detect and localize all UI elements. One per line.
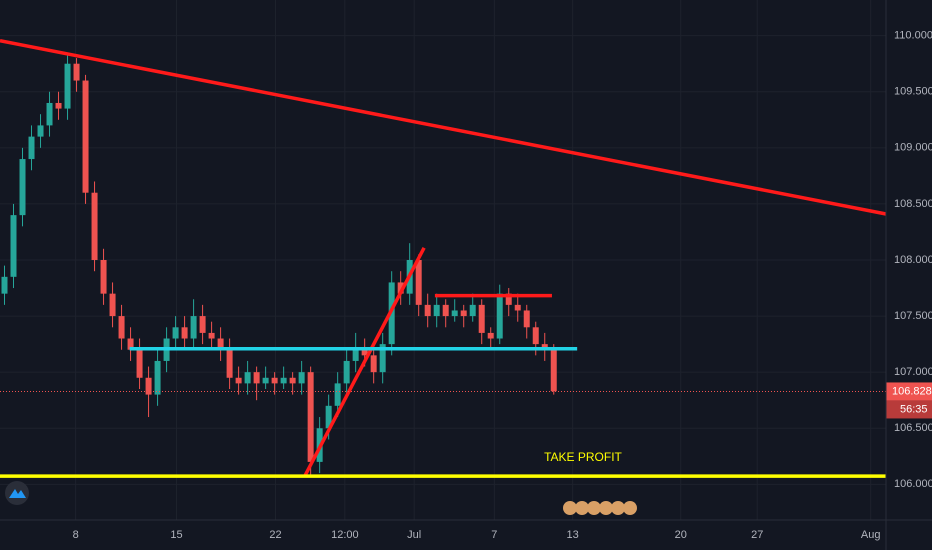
x-tick-label: 13	[567, 529, 579, 541]
logo[interactable]	[5, 481, 29, 505]
candle-body	[523, 310, 530, 328]
event-icon[interactable]	[575, 501, 589, 515]
candle-body	[145, 377, 152, 395]
candle-body	[478, 304, 485, 333]
x-tick-label: 7	[491, 529, 497, 541]
countdown-label: 56:35	[900, 403, 928, 415]
y-tick-label: 106.500	[894, 422, 932, 434]
candle-body	[469, 304, 476, 317]
candle-body	[352, 349, 359, 361]
candle-body	[64, 63, 71, 109]
countdown-box	[886, 400, 932, 419]
candle-body	[505, 293, 512, 305]
candle-body	[19, 159, 26, 216]
candle-body	[307, 372, 314, 462]
trend-line	[303, 246, 426, 476]
y-tick-label: 108.500	[894, 198, 932, 210]
candle-body	[181, 327, 188, 339]
last-price-label: 106.828	[892, 385, 932, 397]
annotation: TAKE PROFIT	[544, 450, 622, 464]
candle-body	[271, 377, 278, 384]
candle-body	[118, 316, 125, 339]
event-icon[interactable]	[563, 501, 577, 515]
candle-body	[46, 102, 53, 126]
candle-body	[541, 344, 548, 350]
x-tick-label: 22	[269, 529, 281, 541]
candle-body	[154, 360, 161, 395]
candle-body	[190, 316, 197, 339]
x-tick-label: 20	[675, 529, 687, 541]
candle-body	[415, 260, 422, 305]
candle-body	[361, 349, 368, 356]
candle-body	[532, 327, 539, 345]
candle-body	[100, 260, 107, 294]
candle-body	[208, 332, 215, 339]
candle-body	[253, 372, 260, 384]
x-tick-label: 12:00	[331, 529, 359, 541]
candle-body	[370, 355, 377, 373]
candle-body	[334, 383, 341, 406]
candle-body	[235, 377, 242, 384]
candle-body	[379, 344, 386, 373]
candle-body	[487, 332, 494, 339]
candle-body	[127, 338, 134, 350]
event-icon[interactable]	[599, 501, 613, 515]
event-icon[interactable]	[611, 501, 625, 515]
candle-body	[172, 327, 179, 339]
candle-body	[550, 349, 557, 392]
candle-body	[442, 304, 449, 317]
candle-body	[10, 215, 17, 277]
candle-body	[325, 405, 332, 429]
candle-body	[73, 63, 80, 81]
candle-body	[37, 125, 44, 137]
x-tick-label: 8	[73, 529, 79, 541]
candle-body	[262, 377, 269, 384]
candle-body	[91, 192, 98, 260]
candle-body	[55, 102, 62, 109]
candle-body	[343, 360, 350, 384]
candle-body	[433, 304, 440, 317]
candle-body	[136, 349, 143, 378]
candle-body	[244, 372, 251, 384]
event-icons[interactable]	[563, 501, 637, 515]
candle-body	[424, 304, 431, 317]
trend-line	[0, 38, 887, 216]
y-tick-label: 107.000	[894, 366, 932, 378]
logo-icon[interactable]	[9, 489, 26, 498]
event-icon[interactable]	[587, 501, 601, 515]
candle-body	[1, 276, 8, 294]
candle-body	[199, 316, 206, 333]
y-tick-label: 108.000	[894, 254, 932, 266]
last-price-box	[886, 382, 932, 401]
candle-body	[298, 372, 305, 384]
y-tick-label: 107.500	[894, 310, 932, 322]
candle-body	[397, 282, 404, 294]
y-tick-label: 110.000	[894, 30, 932, 42]
candle-body	[28, 136, 35, 160]
candle-body	[226, 349, 233, 378]
candle-body	[514, 304, 521, 311]
x-tick-label: Jul	[407, 529, 421, 541]
candle-body	[217, 338, 224, 350]
candle-body	[496, 293, 503, 339]
candle-body	[82, 80, 89, 193]
y-tick-label: 109.500	[894, 86, 932, 98]
x-tick-label: Aug	[861, 529, 881, 541]
candle-body	[280, 377, 287, 384]
y-tick-label: 106.000	[894, 478, 932, 490]
candle-body	[451, 310, 458, 317]
candle-body	[109, 293, 116, 317]
x-tick-label: 27	[751, 529, 763, 541]
y-tick-label: 109.000	[894, 142, 932, 154]
event-icon[interactable]	[623, 501, 637, 515]
candle-body	[289, 377, 296, 384]
candle-body	[460, 310, 467, 317]
x-tick-label: 15	[170, 529, 182, 541]
